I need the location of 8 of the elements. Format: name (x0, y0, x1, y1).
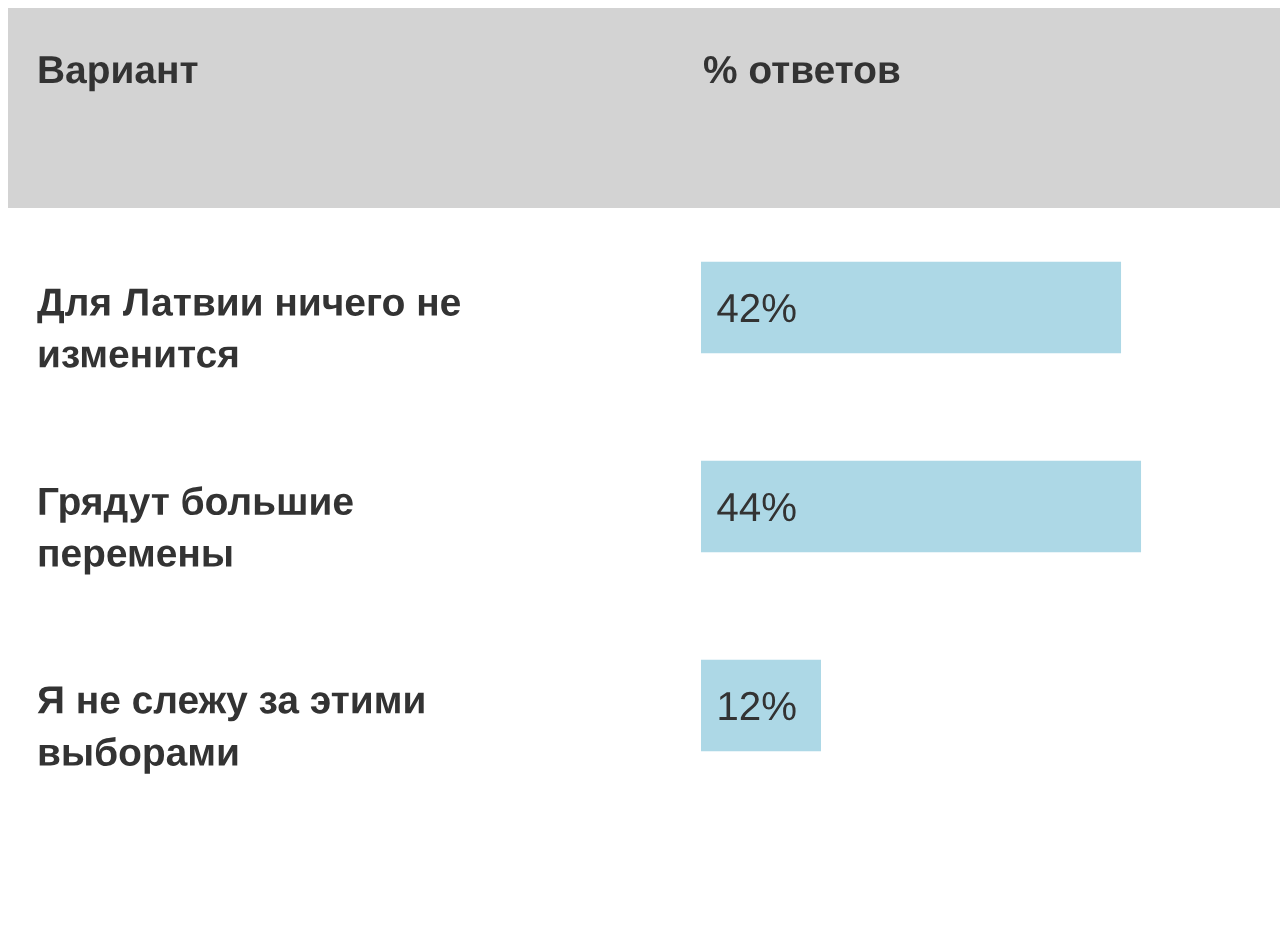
y-tick-label: Я не слежу за этими выборами (37, 686, 424, 774)
x-axis-title: % ответов (703, 56, 900, 84)
y-tick-label: Грядут большие перемены (39, 486, 353, 575)
y-tick-label: Для Латвии ничего не изменится (37, 288, 460, 368)
data-label: 42% (717, 293, 796, 323)
data-label: 44% (717, 492, 796, 522)
y-axis-title: Вариант (39, 56, 198, 92)
data-label: 12% (719, 691, 796, 721)
